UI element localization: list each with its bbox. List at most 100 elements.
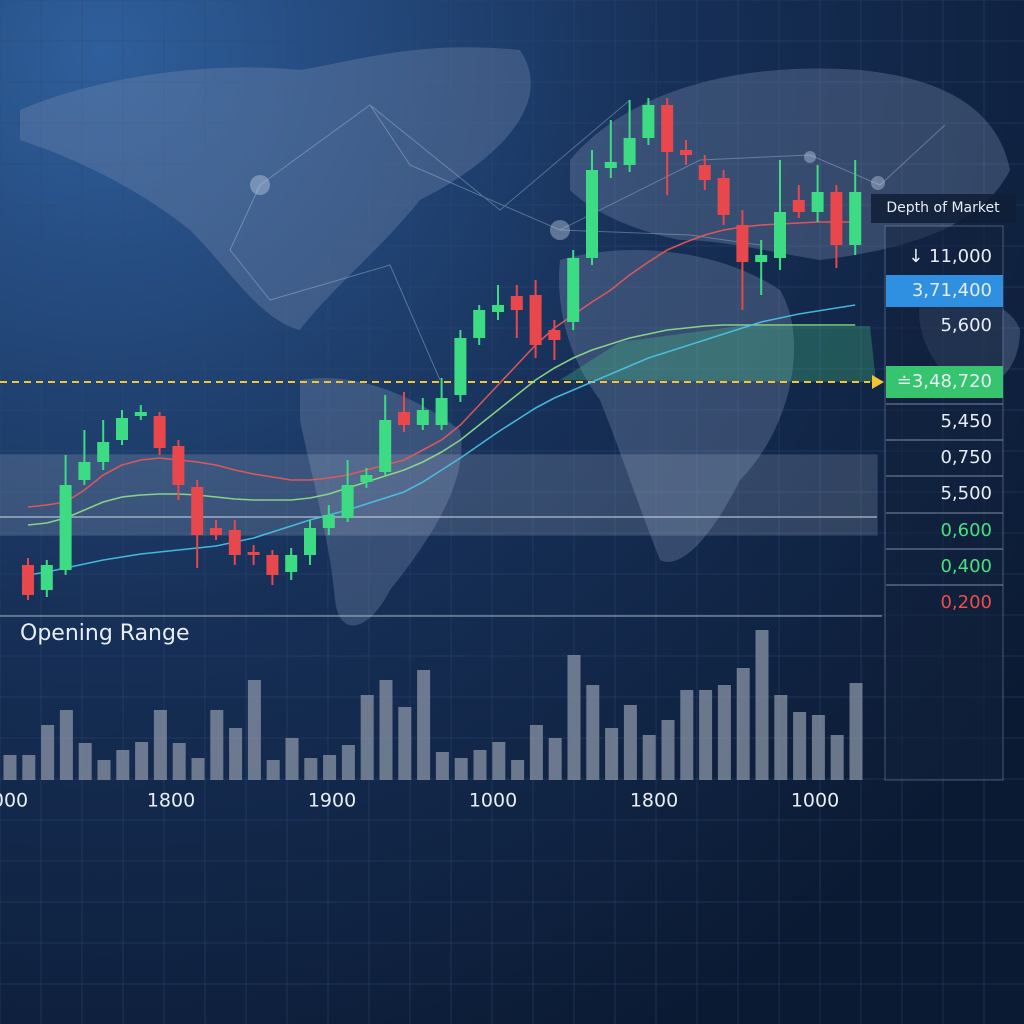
candle-body [473, 310, 486, 338]
candle-body [830, 192, 843, 245]
candle-body [398, 412, 410, 425]
volume-bar [116, 750, 130, 780]
dom-header [871, 194, 1016, 223]
candle-body [661, 105, 674, 152]
volume-bar [229, 728, 243, 780]
world-map [20, 47, 1020, 626]
volume-bar [97, 760, 111, 780]
candle-body [755, 255, 768, 262]
dom-row: 5,600 [940, 315, 992, 336]
candle-body [228, 530, 241, 555]
x-tick-label: 000 [0, 790, 28, 812]
volume-bar [323, 755, 337, 780]
moving-average [27, 304, 856, 576]
volume-bar [661, 720, 675, 780]
volume-bar [811, 715, 825, 780]
candle-body [97, 442, 110, 462]
volume-bar [623, 705, 637, 780]
volume-bar [548, 738, 562, 780]
candle-body [285, 555, 298, 572]
volume-bar [774, 695, 788, 780]
dom-highlight [886, 366, 1003, 398]
candle-body [210, 528, 222, 535]
x-tick-label: 1000 [469, 790, 517, 812]
candle-body [454, 338, 467, 395]
candle-body [172, 446, 185, 485]
volume-bar [191, 758, 205, 780]
x-tick-label: 1800 [630, 790, 678, 812]
volume-bar [755, 630, 769, 780]
volume-bar [153, 710, 167, 780]
dom-highlight [886, 275, 1003, 307]
volume-bar [285, 738, 299, 780]
plot: 000 1800 1900 1000 1800 1000 [0, 98, 884, 812]
level-arrow [872, 375, 884, 389]
dom-row: 5,450 [940, 411, 992, 432]
candle-body [266, 555, 279, 575]
dom-row: 0,600 [940, 520, 992, 541]
candle-body [341, 485, 354, 518]
depth-of-market: Depth of Market ↓ 11,000 3,71,400 5,600 ≐3,… [871, 194, 1016, 781]
opening-range [0, 454, 878, 536]
volume-bar [304, 758, 318, 780]
volume-bar [717, 685, 731, 780]
volume-bar [266, 760, 280, 780]
dom-title: Depth of Market [886, 200, 1000, 216]
dom-panel [884, 225, 1004, 781]
volume-bar [567, 655, 581, 780]
candle-body [849, 192, 862, 245]
candle-body [379, 420, 392, 472]
candle-body [134, 412, 147, 416]
dom-row: 0,200 [940, 592, 992, 613]
dom-row: 3,71,400 [912, 280, 992, 301]
candle-body [304, 528, 316, 555]
candle-body [153, 416, 166, 448]
candle-body [40, 565, 53, 590]
volume-bar [59, 710, 73, 780]
volume-bar [341, 745, 355, 780]
candle-body [322, 515, 335, 528]
candle-body [247, 552, 260, 555]
moving-average [27, 324, 856, 526]
volume-bar [210, 710, 224, 780]
candle-body [698, 165, 711, 180]
volume-bar [78, 743, 92, 780]
candle-body [774, 212, 786, 258]
candle-body [586, 170, 598, 258]
candle-body [22, 565, 34, 595]
candle-body [811, 192, 824, 212]
x-tick-label: 1800 [147, 790, 195, 812]
dom-row: 0,750 [940, 447, 992, 468]
candle-body [604, 162, 617, 168]
volume-bar [135, 742, 149, 780]
candle-body [548, 330, 561, 340]
volume-bar [680, 690, 694, 780]
volume-bar [247, 680, 261, 780]
volume-bar [41, 725, 55, 780]
volume-bar [605, 728, 619, 780]
candle-body [191, 487, 204, 535]
volume-bar [736, 668, 750, 780]
candle-body [642, 105, 655, 138]
volume-bar [454, 758, 468, 780]
candle-body [360, 475, 373, 482]
moving-average [27, 221, 856, 508]
volume-bar [417, 670, 431, 780]
volume-bar [492, 742, 506, 780]
candle-body [59, 485, 72, 570]
volume-bar [473, 750, 487, 780]
volume-bar [586, 685, 600, 780]
green-zone [560, 326, 876, 382]
dom-row: 0,400 [940, 556, 992, 577]
volume-bar [360, 695, 374, 780]
x-tick-label: 1900 [308, 790, 356, 812]
volume-bar [699, 690, 713, 780]
volume-bar [793, 712, 807, 780]
candle-body [416, 410, 429, 425]
dom-row: ↓ 11,000 [908, 246, 992, 267]
volume-bar [830, 735, 844, 780]
dom-row: ≐3,48,720 [897, 371, 992, 392]
